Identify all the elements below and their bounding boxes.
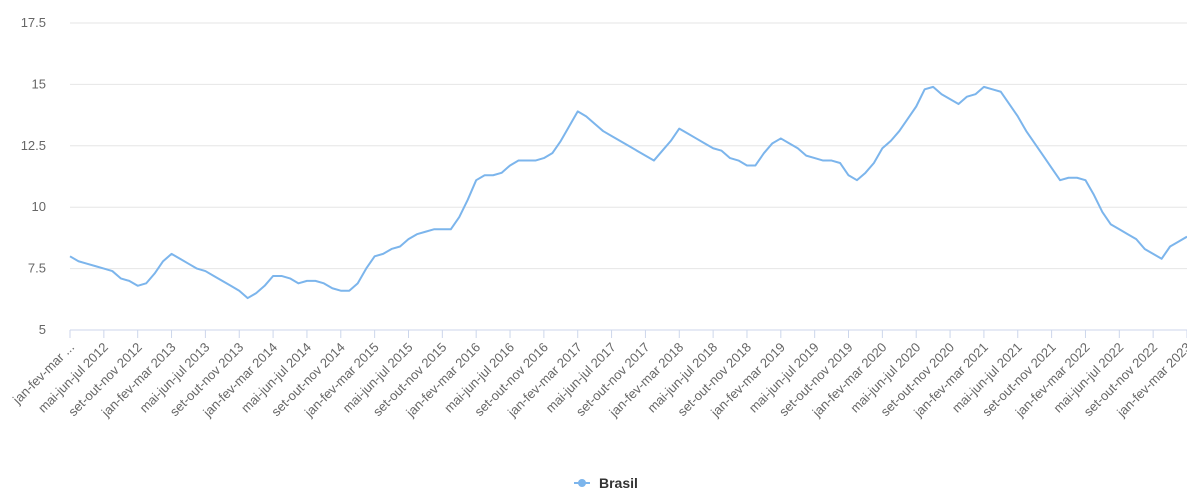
data-point[interactable] <box>995 86 1007 98</box>
data-point[interactable] <box>1156 253 1168 265</box>
y-tick-label: 12.5 <box>21 138 46 153</box>
data-point[interactable] <box>885 135 897 147</box>
data-point[interactable] <box>1029 137 1041 149</box>
data-point[interactable] <box>859 167 871 179</box>
data-point[interactable] <box>149 268 161 280</box>
data-point[interactable] <box>360 263 372 275</box>
legend-item-brasil[interactable]: Brasil <box>599 475 638 489</box>
data-point[interactable] <box>1020 125 1032 137</box>
grid-lines <box>70 22 1187 331</box>
data-point[interactable] <box>445 223 457 235</box>
y-tick-label: 5 <box>39 322 46 337</box>
data-point[interactable] <box>902 113 914 125</box>
data-point[interactable] <box>563 120 575 132</box>
data-point[interactable] <box>665 135 677 147</box>
data-point[interactable] <box>749 159 761 171</box>
data-point[interactable] <box>352 277 364 289</box>
data-point[interactable] <box>1012 110 1024 122</box>
legend-marker-icon <box>578 479 586 487</box>
data-point[interactable] <box>893 125 905 137</box>
data-point[interactable] <box>555 135 567 147</box>
data-point[interactable] <box>462 194 474 206</box>
series-line-brasil[interactable] <box>69 85 1187 300</box>
data-point[interactable] <box>1003 98 1015 110</box>
x-axis: jan-fev-mar ...mai-jun-jul 2012set-out-n… <box>9 329 1187 420</box>
data-point[interactable] <box>648 155 660 167</box>
legend[interactable]: Brasil <box>574 475 638 489</box>
data-point[interactable] <box>868 157 880 169</box>
data-point[interactable] <box>1079 174 1091 186</box>
data-point[interactable] <box>1046 162 1058 174</box>
data-point[interactable] <box>140 277 152 289</box>
data-point[interactable] <box>453 211 465 223</box>
data-point[interactable] <box>1096 206 1108 218</box>
data-point[interactable] <box>1130 233 1142 245</box>
y-tick-label: 7.5 <box>28 261 46 276</box>
y-axis: 5 7.5 10 12.5 15 17.5 <box>21 15 46 337</box>
y-tick-label: 10 <box>32 199 46 214</box>
y-tick-label: 17.5 <box>21 15 46 30</box>
data-point[interactable] <box>758 147 770 159</box>
data-point[interactable] <box>656 145 668 157</box>
data-point[interactable] <box>546 147 558 159</box>
data-point[interactable] <box>1088 189 1100 201</box>
data-point[interactable] <box>910 101 922 113</box>
data-point[interactable] <box>834 157 846 169</box>
data-point[interactable] <box>259 280 271 292</box>
y-tick-label: 15 <box>32 76 46 91</box>
series-layer <box>69 85 1187 300</box>
data-point[interactable] <box>1037 150 1049 162</box>
